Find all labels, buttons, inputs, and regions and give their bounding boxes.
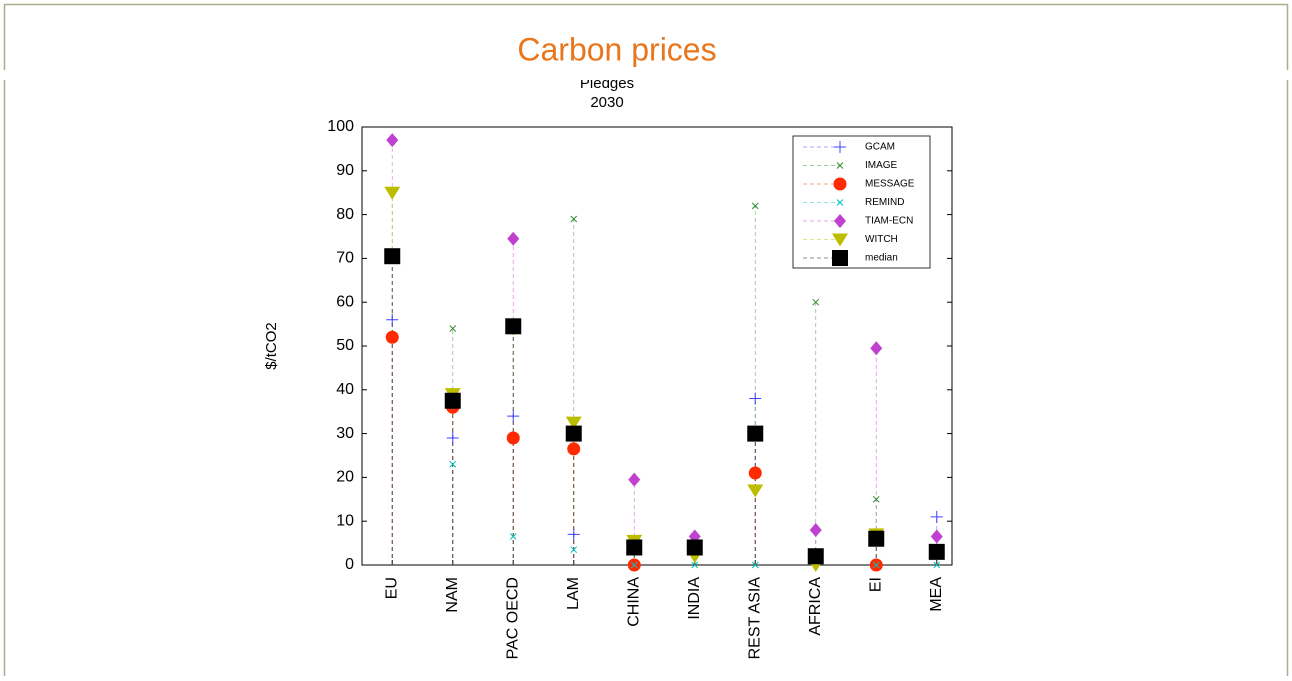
legend-label: WITCH [865,234,898,245]
marker [832,233,848,247]
legend-label: MESSAGE [865,179,915,190]
marker [567,442,581,456]
marker [570,215,578,223]
marker [930,529,943,544]
marker [686,539,703,556]
marker [565,425,582,442]
marker [628,472,641,487]
x-tick-label: EU [383,577,400,599]
x-tick-label: PAC OECD [504,577,521,659]
legend-box [792,135,931,269]
marker [449,460,457,468]
marker [872,495,880,503]
marker [386,313,399,326]
marker [626,539,643,556]
marker [570,546,578,554]
marker [747,425,764,442]
marker [446,431,459,444]
x-tick-label: REST ASIA [746,577,763,660]
legend-label: IMAGE [865,160,898,171]
marker [812,298,820,306]
marker [928,543,945,560]
marker [834,141,846,153]
chart-title: Carbon prices [517,31,716,67]
marker [868,530,885,547]
marker [565,416,582,430]
y-tick-label: 0 [345,556,354,573]
marker [834,214,846,228]
marker [449,325,457,332]
marker [505,318,522,335]
marker [809,522,822,537]
marker [751,202,759,210]
marker [836,199,844,206]
marker [749,392,762,405]
x-tick-label: NAM [444,577,461,613]
marker [872,561,880,569]
marker [384,248,401,265]
marker [836,162,844,169]
y-tick-label: 10 [336,512,354,529]
x-tick-label: INDIA [686,577,703,620]
marker [933,561,941,569]
x-tick-label: CHINA [625,577,642,627]
marker [832,250,848,266]
marker [833,177,847,191]
y-tick-label: 90 [336,162,354,179]
legend-label: median [865,253,898,264]
marker [567,528,580,541]
marker [384,186,401,200]
x-tick-label: MEA [928,577,945,612]
y-tick-label: 50 [336,337,354,354]
title-mask [0,70,1292,80]
marker [507,231,520,246]
marker [691,561,699,569]
y-tick-label: 40 [336,381,354,398]
y-tick-label: 60 [336,293,354,310]
x-tick-label: AFRICA [807,577,824,636]
chart-subtitle: 2030 [590,94,623,111]
marker [507,410,520,423]
marker [748,466,762,480]
marker [444,392,461,409]
y-tick-label: 30 [336,425,354,442]
legend-label: GCAM [865,142,895,153]
marker [930,510,943,523]
legend-label: TIAM-ECN [865,216,913,227]
y-tick-label: 80 [336,206,354,223]
x-tick-label: EI [867,577,884,592]
y-tick-label: 70 [336,250,354,267]
legend-label: REMIND [865,197,904,208]
marker [385,330,399,344]
marker [870,341,883,356]
y-tick-label: 20 [336,469,354,486]
x-tick-label: LAM [565,577,582,610]
slide-frame [3,3,1289,681]
marker [807,548,824,565]
marker [506,431,520,445]
y-tick-label: 100 [327,118,354,135]
marker [751,561,759,569]
marker [386,133,399,148]
marker [630,561,638,569]
marker [509,533,517,540]
marker [747,484,764,498]
y-axis-label: $/tCO2 [263,322,280,370]
